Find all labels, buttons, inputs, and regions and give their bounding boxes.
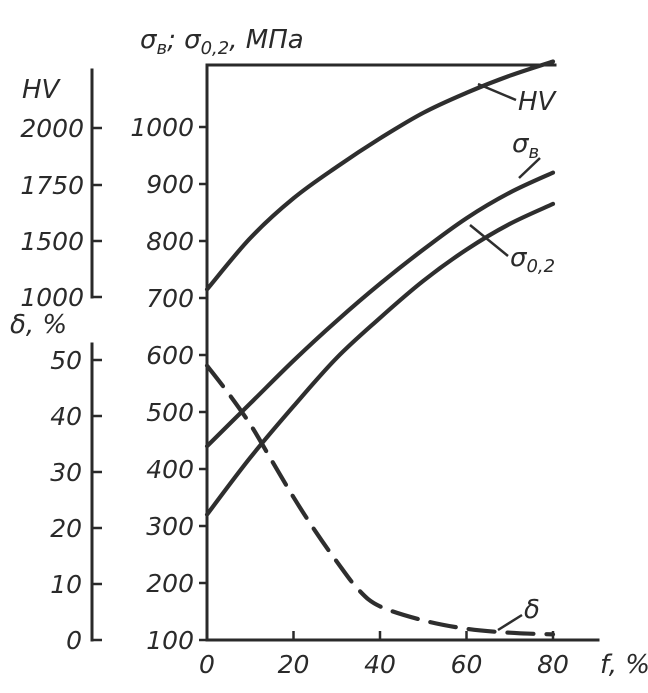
strength-axis-title-part-4: , МПа <box>229 25 303 55</box>
x-tick-label: 80 <box>537 650 569 679</box>
strength-axis-title-part-1: в <box>156 38 167 59</box>
elongation-tick-label: 20 <box>50 514 82 543</box>
strength-tick-label: 100 <box>146 626 194 655</box>
series-sigma-02-line <box>204 201 556 517</box>
axes-layer <box>90 63 600 642</box>
x-tick-label: 40 <box>364 650 396 679</box>
sigma-b-series-label: σв <box>512 129 539 163</box>
strength-axis-title-part-0: σ <box>140 25 158 55</box>
strength-tick-label: 900 <box>146 170 194 199</box>
strength-tick-label: 400 <box>146 455 194 484</box>
delta-leader <box>497 613 523 632</box>
strength-tick-label: 1000 <box>130 113 194 142</box>
hardness-tick-label: 1750 <box>20 171 84 200</box>
x-axis-label: f, % <box>600 650 648 680</box>
strength-tick-label: 500 <box>146 398 194 427</box>
delta-series-label: δ <box>524 595 540 625</box>
series-sigma-b-line <box>204 170 556 449</box>
hardness-tick-label: 2000 <box>20 114 84 143</box>
sigma-b-series-label-part-0: σ <box>512 129 530 159</box>
x-tick-label: 20 <box>278 650 310 679</box>
strength-axis-title-part-3: 0,2 <box>201 38 230 59</box>
elongation-tick-label: 10 <box>50 570 82 599</box>
strength-tick-label: 600 <box>146 341 194 370</box>
strength-tick-label: 800 <box>146 227 194 256</box>
sigma-02-series-label-part-0: σ <box>510 243 528 273</box>
sigma-02-series-label: σ0,2 <box>510 243 555 277</box>
elongation-tick-label: 50 <box>50 346 82 375</box>
sigma-b-series-label-part-1: в <box>528 142 539 163</box>
curves-layer <box>204 59 556 637</box>
hardness-tick-label: 1500 <box>20 227 84 256</box>
labels-layer: 0 20 40 60 80 f, %100200300400500600700800900… <box>10 25 648 680</box>
strength-tick-label: 700 <box>146 284 194 313</box>
elongation-axis-title: δ, % <box>10 310 67 340</box>
strength-axis-title-part-2: ; σ <box>167 25 202 55</box>
elongation-tick-label: 40 <box>50 402 82 431</box>
strength-axis-title: σв; σ0,2, МПа <box>140 25 304 59</box>
sigma-02-series-label-part-1: 0,2 <box>526 256 555 277</box>
strength-tick-label: 200 <box>146 569 194 598</box>
sigma-b-leader <box>518 157 541 179</box>
series-hv-line <box>204 59 556 292</box>
series-delta-line <box>204 363 556 637</box>
elongation-tick-label: 0 <box>66 626 82 655</box>
x-tick-label: 60 <box>451 650 483 679</box>
x-tick-label: 0 <box>199 650 215 679</box>
strength-tick-label: 300 <box>146 512 194 541</box>
hardness-tick-label: 1000 <box>20 283 84 312</box>
hv-leader <box>477 82 517 102</box>
hv-series-label: HV <box>518 87 558 117</box>
elongation-tick-label: 30 <box>50 458 82 487</box>
hardness-axis-title: HV <box>22 75 62 105</box>
sigma-02-leader <box>469 224 509 257</box>
plot-axis-frame <box>205 63 600 642</box>
